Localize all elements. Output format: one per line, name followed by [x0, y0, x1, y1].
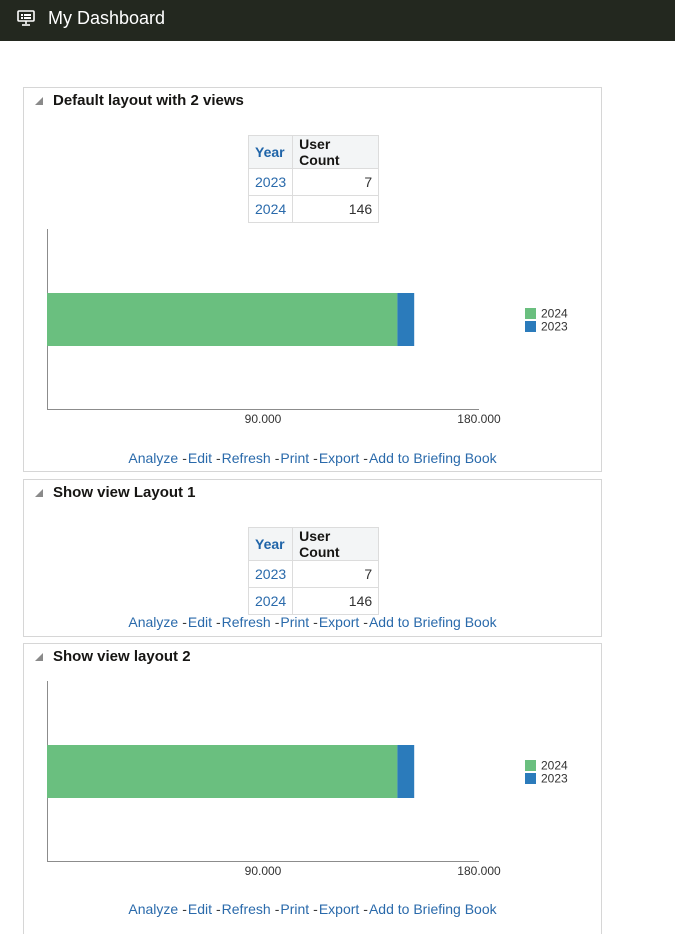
table-header-row: Year User Count: [247, 527, 380, 561]
print-link[interactable]: Print: [280, 614, 310, 630]
dashboard-icon: [17, 10, 35, 26]
link-separator: -: [363, 614, 368, 630]
analyze-link[interactable]: Analyze: [128, 614, 179, 630]
bar-chart: 90.000 180.000 2024 2023: [47, 681, 577, 881]
x-tick-label: 180.000: [457, 864, 501, 878]
cell-year[interactable]: 2023: [247, 168, 294, 196]
section-header[interactable]: Show view Layout 1: [24, 480, 601, 504]
analyze-link[interactable]: Analyze: [128, 901, 179, 917]
link-separator: -: [274, 450, 280, 466]
add-to-briefing-book-link[interactable]: Add to Briefing Book: [368, 901, 497, 917]
legend-swatch-2023: [525, 321, 536, 332]
collapse-triangle-icon[interactable]: [35, 489, 43, 497]
cell-year[interactable]: 2023: [247, 560, 294, 588]
link-separator: -: [182, 450, 187, 466]
section-header[interactable]: Show view layout 2: [24, 644, 601, 668]
table-row: 2024 146: [247, 587, 380, 615]
legend-swatch-2024: [525, 760, 536, 771]
cell-user-count: 146: [292, 587, 380, 615]
print-link[interactable]: Print: [280, 450, 310, 466]
legend-label: 2024: [541, 759, 568, 773]
x-tick-label: 90.000: [245, 412, 282, 426]
action-links: Analyze -Edit -Refresh -Print -Export -Add to…: [24, 614, 601, 630]
section-title: Show view Layout 1: [53, 484, 196, 501]
bar-2024[interactable]: [47, 745, 398, 798]
section-default-layout: Default layout with 2 views Year User Co…: [23, 87, 602, 472]
edit-link[interactable]: Edit: [187, 901, 212, 917]
legend-label: 2023: [541, 320, 568, 334]
section-layout-1: Show view Layout 1 Year User Count 2023 …: [23, 479, 602, 637]
table-row: 2024 146: [247, 195, 380, 223]
link-separator: -: [274, 614, 280, 630]
section-layout-2: Show view layout 2 90.000 180.000 2024 2023…: [23, 643, 602, 934]
column-header-year[interactable]: Year: [247, 135, 294, 169]
export-link[interactable]: Export: [318, 450, 360, 466]
page-title: My Dashboard: [48, 8, 166, 28]
link-separator: -: [363, 901, 368, 917]
export-link[interactable]: Export: [318, 614, 360, 630]
link-separator: -: [313, 901, 318, 917]
analyze-link[interactable]: Analyze: [128, 450, 179, 466]
table-header-row: Year User Count: [247, 135, 380, 169]
legend-label: 2024: [541, 307, 568, 321]
edit-link[interactable]: Edit: [187, 614, 212, 630]
link-separator: -: [363, 450, 368, 466]
cell-user-count: 7: [292, 560, 380, 588]
refresh-link[interactable]: Refresh: [221, 901, 271, 917]
table-row: 2023 7: [247, 168, 380, 196]
column-header-user-count[interactable]: User Count: [292, 135, 380, 169]
bar-2023[interactable]: [397, 293, 415, 346]
table-row: 2023 7: [247, 560, 380, 588]
add-to-briefing-book-link[interactable]: Add to Briefing Book: [368, 614, 497, 630]
link-separator: -: [274, 901, 280, 917]
collapse-triangle-icon[interactable]: [35, 97, 43, 105]
section-title: Show view layout 2: [53, 648, 191, 665]
cell-user-count: 146: [292, 195, 380, 223]
link-separator: -: [182, 614, 187, 630]
legend-label: 2023: [541, 772, 568, 786]
cell-year[interactable]: 2024: [247, 587, 294, 615]
x-tick-label: 180.000: [457, 412, 501, 426]
link-separator: -: [215, 901, 221, 917]
section-header[interactable]: Default layout with 2 views: [24, 88, 601, 112]
action-links: Analyze -Edit -Refresh -Print -Export -Add to…: [24, 901, 601, 917]
cell-year[interactable]: 2024: [247, 195, 294, 223]
section-title: Default layout with 2 views: [53, 92, 244, 109]
column-header-user-count[interactable]: User Count: [292, 527, 380, 561]
bar-chart: 90.000 180.000 2024 2023: [47, 229, 577, 429]
action-links: Analyze -Edit -Refresh -Print -Export -Add to…: [24, 450, 601, 466]
pivot-table: Year User Count 2023 7 2024 146: [247, 135, 380, 223]
refresh-link[interactable]: Refresh: [221, 450, 271, 466]
legend-swatch-2023: [525, 773, 536, 784]
column-header-year[interactable]: Year: [247, 527, 294, 561]
link-separator: -: [182, 901, 187, 917]
refresh-link[interactable]: Refresh: [221, 614, 271, 630]
top-bar: My Dashboard: [0, 0, 675, 41]
x-tick-label: 90.000: [245, 864, 282, 878]
pivot-table: Year User Count 2023 7 2024 146: [247, 527, 380, 615]
legend-swatch-2024: [525, 308, 536, 319]
bar-2023[interactable]: [397, 745, 415, 798]
edit-link[interactable]: Edit: [187, 450, 212, 466]
bar-2024[interactable]: [47, 293, 398, 346]
collapse-triangle-icon[interactable]: [35, 653, 43, 661]
add-to-briefing-book-link[interactable]: Add to Briefing Book: [368, 450, 497, 466]
link-separator: -: [313, 614, 318, 630]
link-separator: -: [215, 614, 221, 630]
link-separator: -: [313, 450, 318, 466]
cell-user-count: 7: [292, 168, 380, 196]
print-link[interactable]: Print: [280, 901, 310, 917]
link-separator: -: [215, 450, 221, 466]
export-link[interactable]: Export: [318, 901, 360, 917]
